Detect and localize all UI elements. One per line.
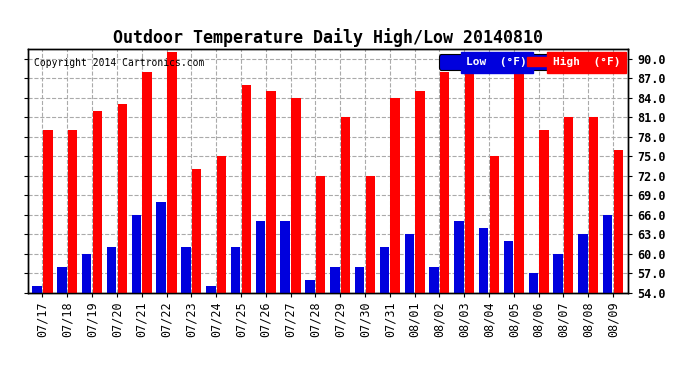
Bar [57, 267, 67, 292]
Text: Copyright 2014 Cartronics.com: Copyright 2014 Cartronics.com [34, 58, 204, 69]
Bar [206, 286, 215, 292]
Bar [192, 169, 201, 292]
Bar [92, 111, 102, 292]
Bar [291, 98, 301, 292]
Bar [341, 117, 351, 292]
Bar [330, 267, 339, 292]
Bar [68, 130, 77, 292]
Bar [603, 214, 613, 292]
Bar [266, 91, 276, 292]
Bar [404, 234, 414, 292]
Bar [117, 104, 127, 292]
Bar [415, 91, 424, 292]
Bar [578, 234, 588, 292]
Bar [440, 72, 449, 292]
Bar [553, 254, 563, 292]
Title: Outdoor Temperature Daily High/Low 20140810: Outdoor Temperature Daily High/Low 20140… [112, 28, 543, 47]
Bar [429, 267, 439, 292]
Bar [355, 267, 364, 292]
Bar [157, 201, 166, 292]
Bar [316, 176, 326, 292]
Bar [613, 150, 623, 292]
Bar [241, 84, 251, 292]
Bar [167, 52, 177, 292]
Bar [515, 72, 524, 292]
Bar [380, 247, 389, 292]
Bar [305, 279, 315, 292]
Bar [217, 156, 226, 292]
Bar [181, 247, 190, 292]
Bar [504, 240, 513, 292]
Bar [43, 130, 52, 292]
Bar [82, 254, 92, 292]
Bar [564, 117, 573, 292]
Bar [366, 176, 375, 292]
Bar [32, 286, 42, 292]
Bar [529, 273, 538, 292]
Bar [465, 72, 474, 292]
Bar [589, 117, 598, 292]
Bar [142, 72, 152, 292]
Bar [490, 156, 499, 292]
Bar [454, 221, 464, 292]
Bar [107, 247, 117, 292]
Bar [391, 98, 400, 292]
Bar [256, 221, 265, 292]
Bar [231, 247, 240, 292]
Bar [132, 214, 141, 292]
Bar [479, 228, 489, 292]
Bar [281, 221, 290, 292]
Bar [539, 130, 549, 292]
Legend: Low  (°F), High  (°F): Low (°F), High (°F) [439, 54, 622, 69]
